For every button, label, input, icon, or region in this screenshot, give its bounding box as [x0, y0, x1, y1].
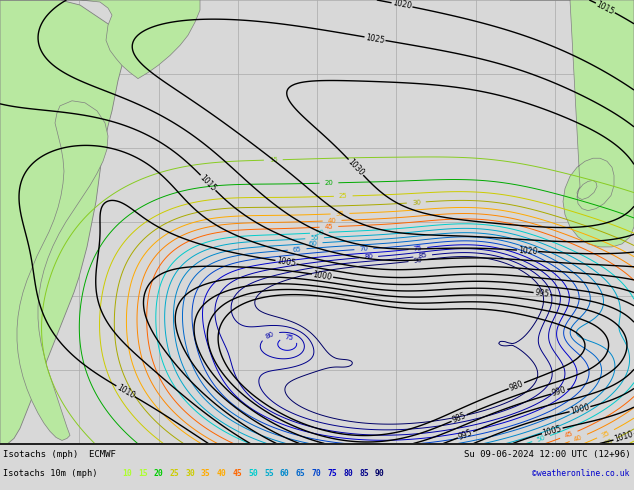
Text: 1010: 1010: [115, 383, 136, 400]
Text: 50: 50: [315, 230, 324, 236]
Text: 35: 35: [201, 469, 210, 478]
Text: 45: 45: [233, 469, 242, 478]
Text: 85: 85: [359, 469, 369, 478]
Polygon shape: [0, 0, 125, 443]
Text: 55: 55: [264, 469, 274, 478]
Text: 90: 90: [375, 469, 385, 478]
Text: 25: 25: [339, 193, 347, 199]
Text: 75: 75: [413, 245, 423, 252]
Text: 20: 20: [325, 180, 333, 186]
Text: 80: 80: [343, 469, 353, 478]
Polygon shape: [110, 20, 148, 66]
Text: 1015: 1015: [595, 0, 616, 16]
Text: 60: 60: [280, 469, 290, 478]
Text: 1020: 1020: [392, 0, 412, 11]
Text: 40: 40: [217, 469, 226, 478]
Text: Su 09-06-2024 12:00 UTC (12+96): Su 09-06-2024 12:00 UTC (12+96): [464, 450, 631, 459]
Text: 45: 45: [325, 223, 333, 230]
Text: 35: 35: [600, 429, 611, 439]
Text: 1000: 1000: [569, 403, 590, 416]
Text: 1000: 1000: [313, 270, 333, 281]
Text: 1030: 1030: [346, 157, 366, 177]
Text: 990: 990: [551, 386, 567, 398]
Text: 85: 85: [418, 252, 427, 259]
Text: 1010: 1010: [613, 430, 634, 444]
Text: 15: 15: [138, 469, 148, 478]
Text: Isotachs (mph)  ECMWF: Isotachs (mph) ECMWF: [3, 450, 116, 459]
Text: 90: 90: [413, 257, 423, 264]
Text: 30: 30: [604, 437, 614, 446]
Text: 75: 75: [285, 334, 294, 342]
Text: 1020: 1020: [517, 245, 538, 256]
Text: 50: 50: [249, 469, 258, 478]
Text: 75: 75: [327, 469, 337, 478]
Text: 50: 50: [536, 435, 547, 443]
Text: 10: 10: [122, 469, 132, 478]
Text: 1015: 1015: [198, 173, 218, 193]
Text: Isotachs 10m (mph): Isotachs 10m (mph): [3, 469, 98, 478]
Text: 70: 70: [311, 469, 321, 478]
Text: 995: 995: [534, 288, 550, 299]
Text: 1005: 1005: [541, 424, 563, 438]
Text: 25: 25: [169, 469, 179, 478]
Text: 65: 65: [296, 469, 306, 478]
Text: 60: 60: [308, 240, 318, 246]
Text: 80: 80: [364, 254, 373, 261]
Text: 55: 55: [310, 235, 319, 242]
Text: 35: 35: [335, 211, 344, 217]
Text: 995: 995: [457, 428, 474, 441]
Text: ©weatheronline.co.uk: ©weatheronline.co.uk: [533, 469, 630, 478]
Text: 40: 40: [328, 218, 337, 224]
Text: 65: 65: [292, 246, 302, 253]
Polygon shape: [510, 0, 634, 247]
Text: 20: 20: [153, 469, 164, 478]
Text: 985: 985: [451, 411, 468, 425]
Polygon shape: [0, 0, 200, 78]
Text: 70: 70: [359, 246, 368, 252]
Text: 45: 45: [564, 430, 574, 439]
Text: 980: 980: [508, 379, 525, 392]
Text: 15: 15: [269, 157, 278, 163]
Text: 80: 80: [265, 330, 275, 340]
Text: 40: 40: [573, 434, 584, 442]
Polygon shape: [17, 101, 108, 441]
Text: 1005: 1005: [276, 256, 296, 269]
Text: 1025: 1025: [365, 33, 385, 45]
Text: 30: 30: [185, 469, 195, 478]
Text: 30: 30: [411, 199, 421, 206]
